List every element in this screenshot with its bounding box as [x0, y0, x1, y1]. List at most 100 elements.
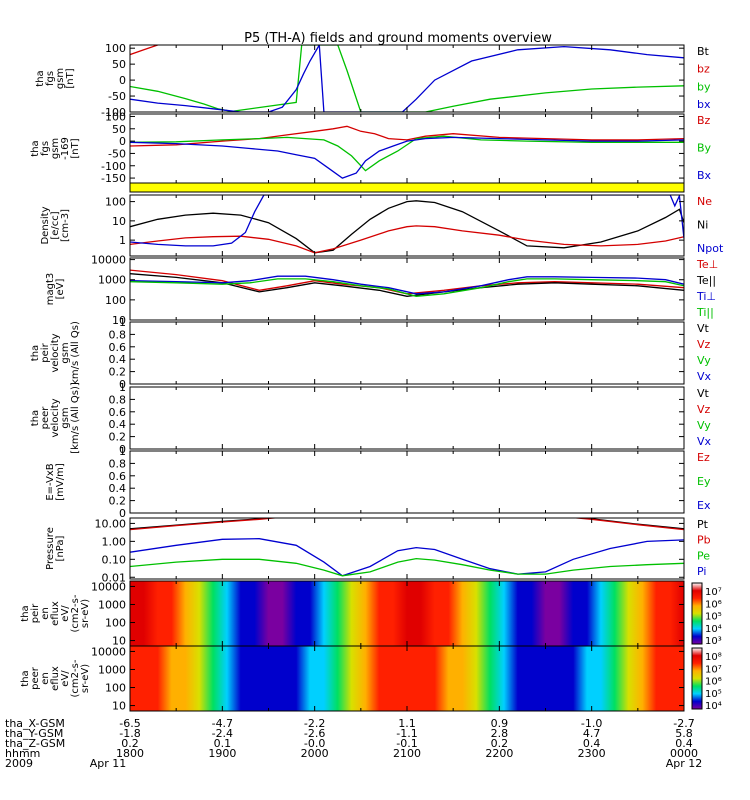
- y-tick-label: 0.8: [109, 457, 127, 470]
- y-tick-label: 10: [112, 215, 126, 228]
- y-axis-label: Pressure: [45, 527, 56, 570]
- legend-entry: Te⊥: [696, 258, 718, 271]
- x-axis-row-label: hhmm: [5, 747, 40, 760]
- y-axis-label: [mV/m]: [55, 463, 66, 501]
- y-axis-label: tha: [35, 70, 46, 86]
- colorbar-tick-label: 10⁷: [705, 664, 722, 675]
- x-axis-value: 5.8: [675, 727, 693, 740]
- y-tick-label: 0: [119, 378, 126, 391]
- x-axis-value: -2.6: [304, 727, 325, 740]
- legend-entry: Vx: [697, 370, 712, 383]
- y-axis-label: gsm: [60, 407, 71, 428]
- y-axis-label: eV/: [60, 605, 71, 622]
- y-tick-label: 1: [119, 445, 126, 458]
- x-axis-value: 0.4: [675, 737, 693, 750]
- y-axis-label: en: [40, 672, 51, 685]
- y-axis-label: peir: [30, 603, 41, 623]
- x-axis-value: 2200: [485, 747, 513, 760]
- y-tick-label: 50: [112, 123, 126, 136]
- legend-entry: Vt: [697, 322, 710, 335]
- x-axis-value: -2.2: [304, 717, 325, 730]
- y-tick-label: 10: [112, 635, 126, 648]
- y-axis-label: magt3: [45, 273, 56, 306]
- legend-entry: Te||: [696, 274, 716, 287]
- panel-frame: [129, 321, 685, 385]
- x-axis-value: 0.4: [583, 737, 601, 750]
- series-line: [130, 195, 684, 247]
- y-axis-label: [km/s (All Qs)]: [70, 382, 81, 454]
- y-tick-label: 0.4: [109, 418, 127, 431]
- y-axis-label: [nT]: [65, 68, 76, 88]
- panel-frame: [129, 194, 685, 257]
- y-axis-label: eflux: [50, 601, 61, 626]
- y-axis-label: [e/cc]: [50, 211, 61, 239]
- y-tick-label: 10: [112, 314, 126, 327]
- x-axis-value: -2.4: [212, 727, 233, 740]
- y-tick-label: 1000: [98, 598, 126, 611]
- series-line: [130, 45, 684, 112]
- x-axis-value: 2300: [578, 747, 606, 760]
- legend-entry: Vz: [697, 403, 711, 416]
- y-tick-label: 0.8: [109, 393, 127, 406]
- spectrogram: [130, 646, 684, 711]
- y-axis-label: -169: [60, 137, 71, 160]
- x-axis-value: 2100: [393, 747, 421, 760]
- panel-frame: [129, 113, 685, 184]
- y-axis-label: [nPa]: [55, 535, 66, 561]
- status-bar: [130, 183, 684, 192]
- x-axis-value: 1900: [208, 747, 236, 760]
- y-tick-label: 0.2: [109, 495, 127, 508]
- y-axis-label: gsm: [60, 342, 71, 363]
- series-line: [130, 136, 684, 179]
- y-axis-label: sr-eV): [80, 599, 91, 628]
- legend-entry: Ni: [697, 219, 708, 232]
- legend-entry: Pi: [697, 565, 706, 578]
- x-axis-value: -4.7: [212, 717, 233, 730]
- y-tick-label: 1.00: [102, 535, 127, 548]
- y-tick-label: 0.2: [109, 366, 127, 379]
- legend-entry: By: [697, 142, 712, 155]
- legend-entry: Vt: [697, 387, 710, 400]
- legend-entry: bz: [697, 63, 710, 76]
- series-line: [130, 125, 684, 147]
- x-axis-value: 2000: [301, 747, 329, 760]
- legend-entry: Ey: [697, 475, 711, 488]
- x-axis-value: 1.1: [398, 717, 416, 730]
- y-axis-label: peir: [40, 342, 51, 362]
- y-axis-label: fgs: [40, 141, 51, 156]
- x-axis-value: 1800: [116, 747, 144, 760]
- legend-entry: Ti⊥: [696, 290, 716, 303]
- y-tick-label: -50: [108, 147, 126, 160]
- colorbar-tick-label: 10⁵: [705, 689, 722, 700]
- legend-entry: Npot: [697, 242, 724, 255]
- y-tick-label: 100: [105, 42, 126, 55]
- series-line: [130, 45, 684, 112]
- y-axis-label: [cm-3]: [60, 209, 71, 242]
- y-tick-label: 0: [119, 507, 126, 520]
- y-axis-label: en: [40, 607, 51, 620]
- x-axis-value: -2.7: [673, 717, 694, 730]
- y-axis-label: velocity: [50, 398, 61, 437]
- y-tick-label: 10.00: [95, 517, 127, 530]
- y-axis-label: velocity: [50, 333, 61, 372]
- figure-title: P5 (TH-A) fields and ground moments over…: [244, 31, 552, 46]
- legend-entry: by: [697, 80, 711, 93]
- panel-frame: [129, 645, 685, 712]
- colorbar: [691, 647, 703, 710]
- y-tick-label: 0: [119, 443, 126, 456]
- y-axis-label: tha: [30, 410, 41, 426]
- y-tick-label: 0: [119, 74, 126, 87]
- y-tick-label: 10: [112, 700, 126, 713]
- y-tick-label: -150: [101, 172, 126, 185]
- x-axis-value: -1.8: [119, 727, 140, 740]
- y-tick-label: 0.2: [109, 431, 127, 444]
- y-axis-label: km/s (All Qs): [70, 321, 81, 385]
- date-end: Apr 12: [666, 757, 703, 770]
- y-tick-label: 0.6: [109, 406, 127, 419]
- legend-entry: Pe: [697, 549, 710, 562]
- y-tick-label: 0.6: [109, 470, 127, 483]
- y-tick-label: 1: [119, 381, 126, 394]
- x-axis-value: -6.5: [119, 717, 140, 730]
- legend-entry: Bz: [697, 114, 711, 127]
